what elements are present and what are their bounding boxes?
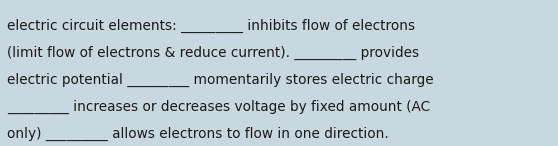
Text: _________ increases or decreases voltage by fixed amount (AC: _________ increases or decreases voltage… — [7, 100, 430, 114]
Text: only) _________ allows electrons to flow in one direction.: only) _________ allows electrons to flow… — [7, 127, 389, 141]
Text: electric circuit elements: _________ inhibits flow of electrons: electric circuit elements: _________ inh… — [7, 19, 415, 33]
Text: (limit flow of electrons & reduce current). _________ provides: (limit flow of electrons & reduce curren… — [7, 46, 420, 60]
Text: electric potential _________ momentarily stores electric charge: electric potential _________ momentarily… — [7, 73, 434, 87]
